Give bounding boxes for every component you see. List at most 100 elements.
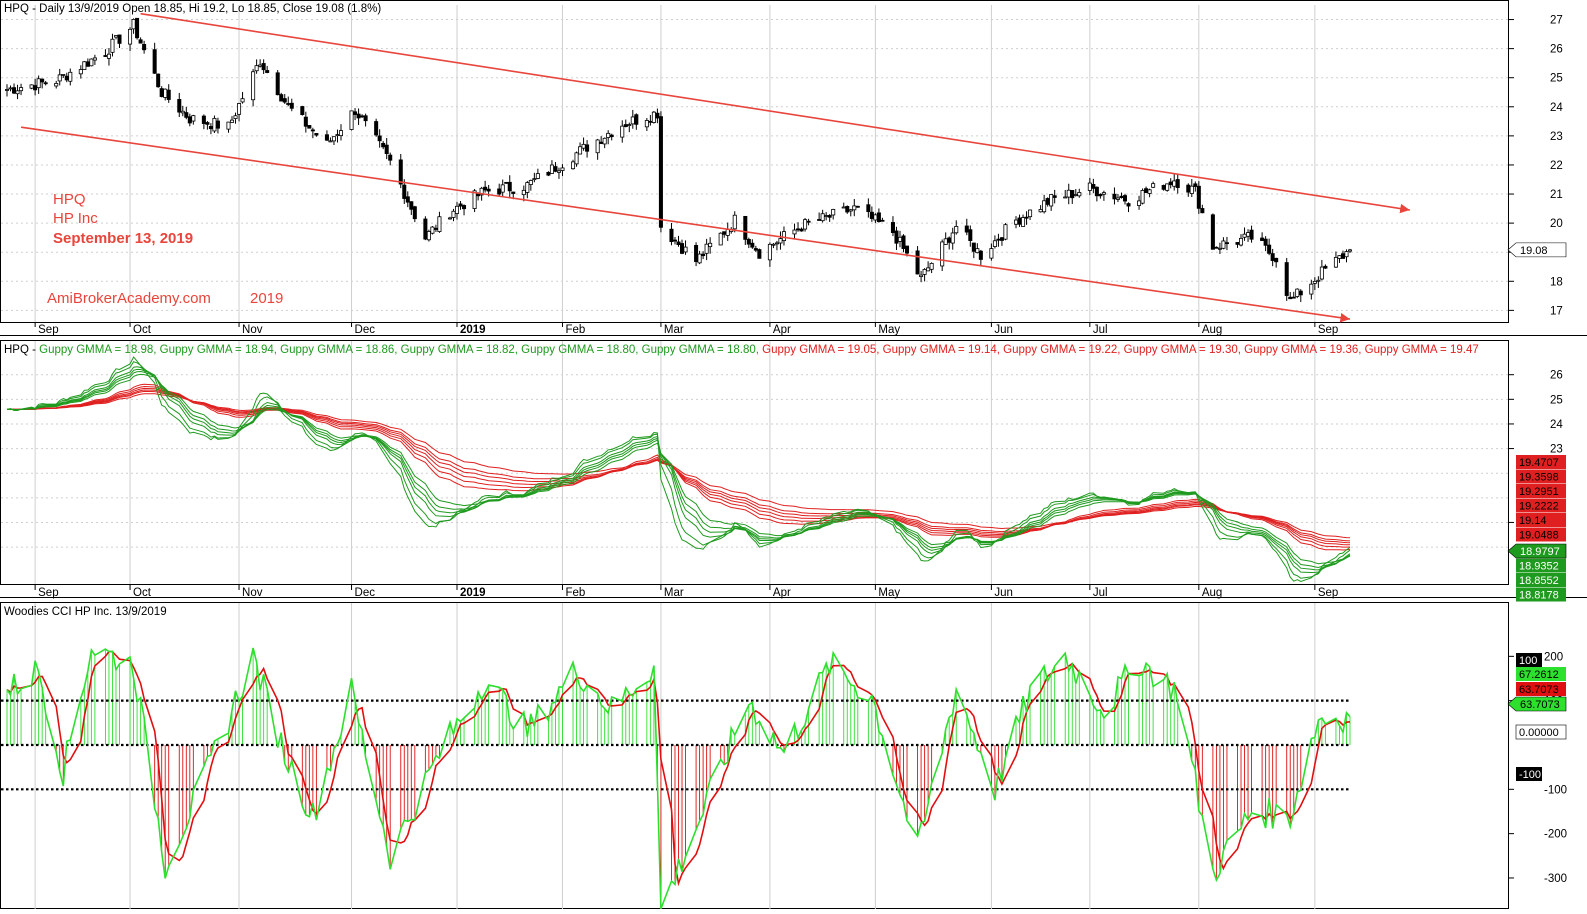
cci-axis-label: 200 [1544,651,1563,663]
price-axis-label: 22 [1550,160,1563,172]
candle-body [1122,195,1128,202]
candle-body [1115,197,1120,200]
candle-body [1260,237,1265,241]
candle-body [803,219,808,230]
candle-body [1267,244,1272,254]
cci-badge: -100 [1519,769,1541,781]
candle-body [623,124,628,128]
gmma-short-value: Guppy GMMA = 18.80, [521,344,642,356]
candle-body [324,134,329,141]
gmma-long-value: Guppy GMMA = 19.14, [883,344,1004,356]
candle-body [1239,237,1244,246]
month-label: Mar [664,587,684,599]
candle-body [275,72,280,96]
candle-body [15,90,20,95]
candle-body [609,134,614,138]
candle-body [335,134,340,136]
candle-body [1172,180,1177,187]
candle-body [1221,240,1226,249]
month-label: Apr [773,324,791,336]
gmma-long-line [6,393,1351,539]
candle-body [553,166,558,172]
candle-body [806,220,811,223]
gmma-long-line [6,385,1351,548]
candle-body [651,111,656,123]
candle-body [64,75,69,81]
candle-body [1063,196,1068,199]
price-axis-label: 26 [1550,44,1563,56]
note-ticker: HPQ [53,191,86,208]
candle-body [968,229,973,241]
candle-body [1087,182,1092,191]
candle-body [876,212,881,223]
candle-body [360,115,365,118]
price-axis-label: 18 [1550,276,1563,288]
gmma-long-badge: 19.3598 [1519,472,1559,484]
gmma-short-badge: 18.8552 [1519,575,1559,587]
candle-body [996,238,1001,241]
candle-body [950,232,955,244]
candle-body [85,61,90,67]
candle-body [778,238,783,244]
gmma-long-badge: 19.0488 [1519,530,1559,542]
candle-body [131,18,136,30]
candle-body [1137,200,1142,206]
candle-body [377,135,382,142]
candle-body [1024,216,1029,219]
candle-body [1017,217,1022,225]
candle-body [694,245,699,262]
candle-body [556,170,561,173]
note-site-year: 2019 [250,290,283,307]
candle-body [1224,242,1229,245]
gmma-short-badge-bg [1516,587,1566,602]
candle-body [1246,232,1251,237]
candle-body [504,181,509,184]
candle-body [1140,190,1145,204]
candle-body [644,120,649,128]
candle-body [462,205,467,210]
candle-body [356,113,361,119]
candle-body [437,216,442,232]
candle-body [1168,181,1173,186]
candle-body [1200,208,1205,214]
candle-body [824,215,829,217]
candle-body [658,116,663,228]
candle-body [258,64,263,67]
candle-body [905,245,910,254]
candle-body [964,225,969,233]
candle-body [926,267,931,272]
candle-body [1045,198,1050,205]
candle-body [845,206,850,213]
candle-body [254,65,259,72]
candle-body [676,241,681,245]
candle-body [353,111,358,115]
candle-body [1193,183,1198,187]
candle-body [1196,185,1201,209]
candle-body [1021,217,1026,227]
gmma-panel-header: HPQ - Guppy GMMA = 18.98, Guppy GMMA = 1… [4,344,1479,356]
gmma-long-badge-bg [1516,527,1566,542]
candle-body [827,215,832,218]
candle-body [507,181,512,192]
candle-body [103,55,108,57]
gmma-axis-label: 23 [1550,444,1563,456]
month-label: May [878,324,900,336]
candle-body [479,187,484,196]
cci-badge-bg [1507,696,1567,712]
gmma-long-badge: 19.14 [1519,515,1547,527]
candle-body [110,38,115,53]
candle-body [43,82,48,85]
candle-body [1291,296,1296,299]
candle-body [855,205,860,208]
candle-body [405,196,410,203]
candle-body [1189,185,1194,194]
gmma-long-badge-bg [1516,455,1566,469]
candle-body [454,205,460,214]
candle-body [546,172,551,176]
candle-body [1242,233,1247,238]
candle-body [388,154,393,161]
candle-body [423,218,428,240]
gmma-short-badge-bg [1516,558,1566,573]
gmma-short-badge-bg [1516,573,1566,587]
candle-body [265,70,270,73]
